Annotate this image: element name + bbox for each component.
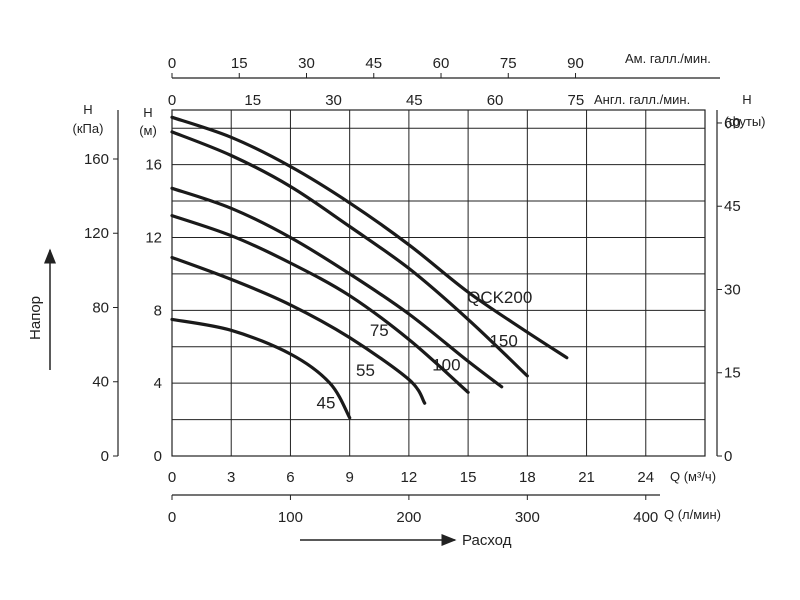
x-tick-label: 15 — [460, 469, 477, 486]
kpa-tick-label: 120 — [84, 225, 109, 242]
curve-qck200 — [170, 115, 569, 360]
x-axis-title: Расход — [462, 532, 512, 549]
lmin-tick-label: 300 — [515, 509, 540, 526]
us-gpm-tick-label: 15 — [231, 55, 248, 72]
y-tick-label: 8 — [154, 302, 162, 319]
curve-label-100: 100 — [432, 355, 460, 374]
kpa-axis-label-unit: (кПа) — [73, 121, 104, 136]
y-axis-title: Напор — [27, 296, 44, 340]
uk-gpm-tick-label: 15 — [244, 92, 261, 109]
uk-gpm-tick-label: 75 — [568, 92, 585, 109]
y-tick-label: 4 — [154, 375, 162, 392]
curve-100 — [170, 186, 504, 389]
curve-150 — [170, 130, 529, 378]
x-tick-label: 3 — [227, 469, 235, 486]
lmin-tick-label: 100 — [278, 509, 303, 526]
us-gpm-tick-label: 90 — [567, 55, 584, 72]
uk-gpm-tick-label: 45 — [406, 92, 423, 109]
curve-label-qck200: QCK200 — [467, 288, 532, 307]
uk-gpm-tick-label: 0 — [168, 92, 176, 109]
us-gpm-tick-label: 30 — [298, 55, 315, 72]
feet-tick-label: 30 — [724, 281, 741, 298]
uk-gpm-tick-label: 60 — [487, 92, 504, 109]
feet-tick-label: 60 — [724, 115, 741, 132]
us-gpm-axis-label: Ам. галл./мин. — [625, 51, 711, 66]
curve-55 — [170, 255, 427, 405]
m3h-axis-label: Q (м³/ч) — [670, 469, 716, 484]
m-axis-label-unit: (м) — [139, 123, 157, 138]
us-gpm-tick-label: 45 — [365, 55, 382, 72]
plot-frame — [171, 109, 706, 457]
x-tick-label: 21 — [578, 469, 595, 486]
kpa-axis-label-top: H — [83, 102, 92, 117]
kpa-tick-label: 160 — [84, 151, 109, 168]
uk-gpm-tick-label: 30 — [325, 92, 342, 109]
x-tick-label: 9 — [345, 469, 353, 486]
y-tick-label: 0 — [154, 448, 162, 465]
curves: QCK200 150 100 75 55 45 — [170, 115, 569, 420]
x-tick-label: 18 — [519, 469, 536, 486]
x-tick-label: 6 — [286, 469, 294, 486]
curve-label-150: 150 — [489, 332, 517, 351]
curve-45 — [170, 317, 352, 420]
grid — [171, 110, 706, 457]
feet-tick-label: 0 — [724, 448, 732, 465]
feet-axis-label-unit: (футы) — [724, 114, 765, 129]
us-gpm-tick-label: 75 — [500, 55, 517, 72]
plot-border — [171, 109, 706, 457]
kpa-tick-label: 80 — [92, 299, 109, 316]
feet-tick-label: 15 — [724, 365, 741, 382]
x-tick-label: 0 — [168, 469, 176, 486]
kpa-tick-label: 40 — [92, 374, 109, 391]
uk-gpm-axis-label: Англ. галл./мин. — [594, 92, 690, 107]
us-gpm-tick-label: 0 — [168, 55, 176, 72]
x-tick-label: 12 — [401, 469, 418, 486]
feet-axis-label-top: H — [742, 92, 751, 107]
lmin-tick-label: 200 — [396, 509, 421, 526]
curve-75 — [170, 214, 470, 394]
m-axis-label-top: H — [143, 105, 152, 120]
lmin-axis-label: Q (л/мин) — [664, 507, 721, 522]
curve-label-45: 45 — [317, 394, 336, 413]
us-gpm-tick-label: 60 — [433, 55, 450, 72]
lmin-tick-label: 400 — [633, 509, 658, 526]
curve-label-55: 55 — [356, 361, 375, 380]
curve-label-75: 75 — [370, 321, 389, 340]
feet-tick-label: 45 — [724, 198, 741, 215]
lmin-tick-label: 0 — [168, 509, 176, 526]
kpa-tick-label: 0 — [101, 448, 109, 465]
y-tick-label: 16 — [145, 157, 162, 174]
y-tick-label: 12 — [145, 229, 162, 246]
x-tick-label: 24 — [637, 469, 654, 486]
